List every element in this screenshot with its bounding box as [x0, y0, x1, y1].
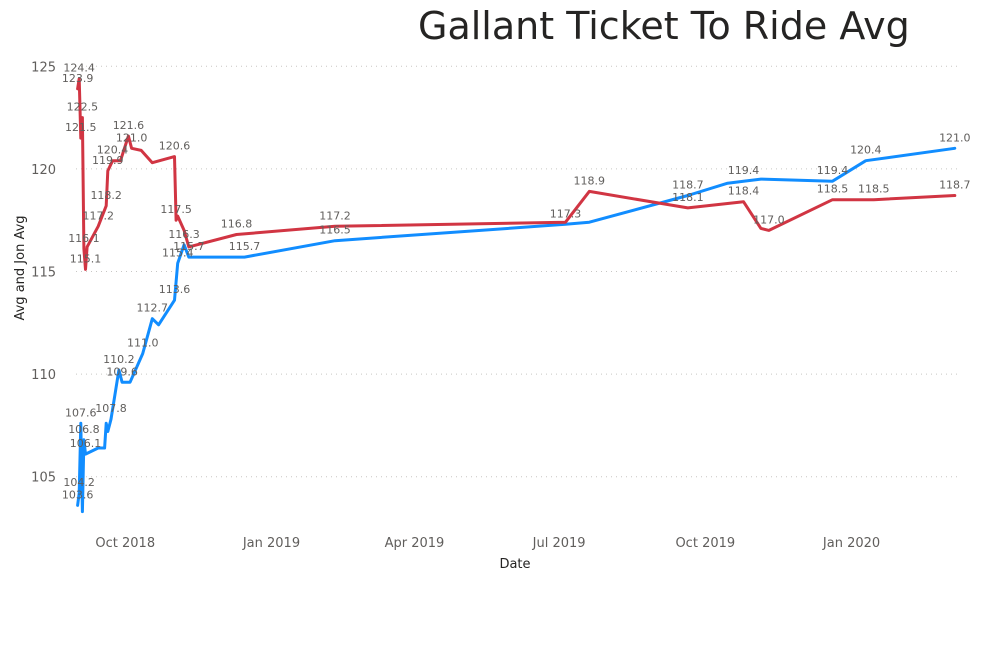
x-tick-label: Jan 2019 [242, 536, 300, 551]
data-label: 120.4 [850, 144, 882, 157]
data-label: 121.0 [116, 131, 148, 144]
y-tick-label: 120 [31, 163, 56, 178]
x-tick-label: Jul 2019 [532, 536, 586, 551]
y-tick-label: 115 [31, 265, 56, 280]
data-label: 120.4 [97, 144, 129, 157]
y-tick-label: 110 [31, 368, 56, 383]
data-label: 118.7 [939, 179, 971, 192]
data-label: 113.6 [159, 283, 191, 296]
data-label: 111.0 [127, 337, 159, 350]
data-label: 116.1 [68, 232, 100, 245]
data-label: 119.9 [92, 154, 124, 167]
data-label: 118.9 [574, 174, 606, 187]
data-label: 118.2 [90, 189, 122, 202]
data-label: 103.6 [62, 488, 94, 501]
data-label: 109.6 [106, 365, 138, 378]
data-label: 117.2 [319, 209, 351, 222]
data-label: 115.1 [70, 252, 102, 265]
y-tick-label: 105 [31, 471, 56, 486]
data-label: 115.7 [173, 240, 205, 253]
data-label: 121.5 [65, 121, 97, 134]
series-layer [76, 77, 957, 514]
data-label: 106.8 [68, 423, 100, 436]
data-label: 118.7 [672, 179, 704, 192]
series-line-2 [76, 77, 957, 271]
data-label: 117.5 [160, 203, 192, 216]
data-label: 121.0 [939, 131, 971, 144]
x-tick-label: Jan 2020 [822, 536, 880, 551]
data-label: 123.9 [62, 72, 94, 85]
data-label: 120.6 [159, 140, 191, 153]
data-label: 118.5 [817, 183, 849, 196]
data-label: 104.2 [63, 476, 95, 489]
data-label: 117.0 [753, 213, 785, 226]
data-label: 116.3 [168, 228, 200, 241]
data-label: 116.5 [319, 224, 351, 237]
data-label: 112.7 [137, 302, 169, 315]
x-axis-title: Date [499, 557, 530, 572]
data-label: 118.1 [672, 191, 704, 204]
data-label: 118.5 [858, 183, 890, 196]
data-label: 119.4 [728, 164, 760, 177]
data-label: 115.4 [162, 246, 194, 259]
data-label: 118.4 [728, 185, 760, 198]
x-tick-label: Oct 2019 [675, 536, 735, 551]
data-label: 122.5 [67, 101, 99, 114]
x-axis-ticks: Oct 2018 Jan 2019 Apr 2019 Jul 2019 Oct 2019… [95, 536, 880, 551]
data-label: 115.7 [229, 240, 261, 253]
data-label: 116.8 [221, 218, 253, 231]
data-label: 107.8 [95, 402, 127, 415]
series-line-1 [76, 146, 957, 514]
data-label: 110.2 [103, 353, 135, 366]
x-tick-label: Oct 2018 [95, 536, 155, 551]
y-tick-label: 125 [31, 60, 56, 75]
data-label: 117.3 [550, 207, 582, 220]
data-label: 121.6 [113, 119, 145, 132]
y-axis-ticks: 105 110 115 120 125 [31, 60, 56, 485]
data-label: 119.4 [817, 164, 849, 177]
chart-title: Gallant Ticket To Ride Avg [418, 4, 910, 48]
y-axis-title: Avg and Jon Avg [13, 215, 28, 320]
gridlines [76, 65, 958, 478]
data-label: 124.4 [63, 62, 95, 75]
data-label: 106.1 [70, 437, 102, 450]
data-label: 117.2 [82, 209, 114, 222]
data-label: 107.6 [65, 406, 97, 419]
x-tick-label: Apr 2019 [385, 536, 445, 551]
